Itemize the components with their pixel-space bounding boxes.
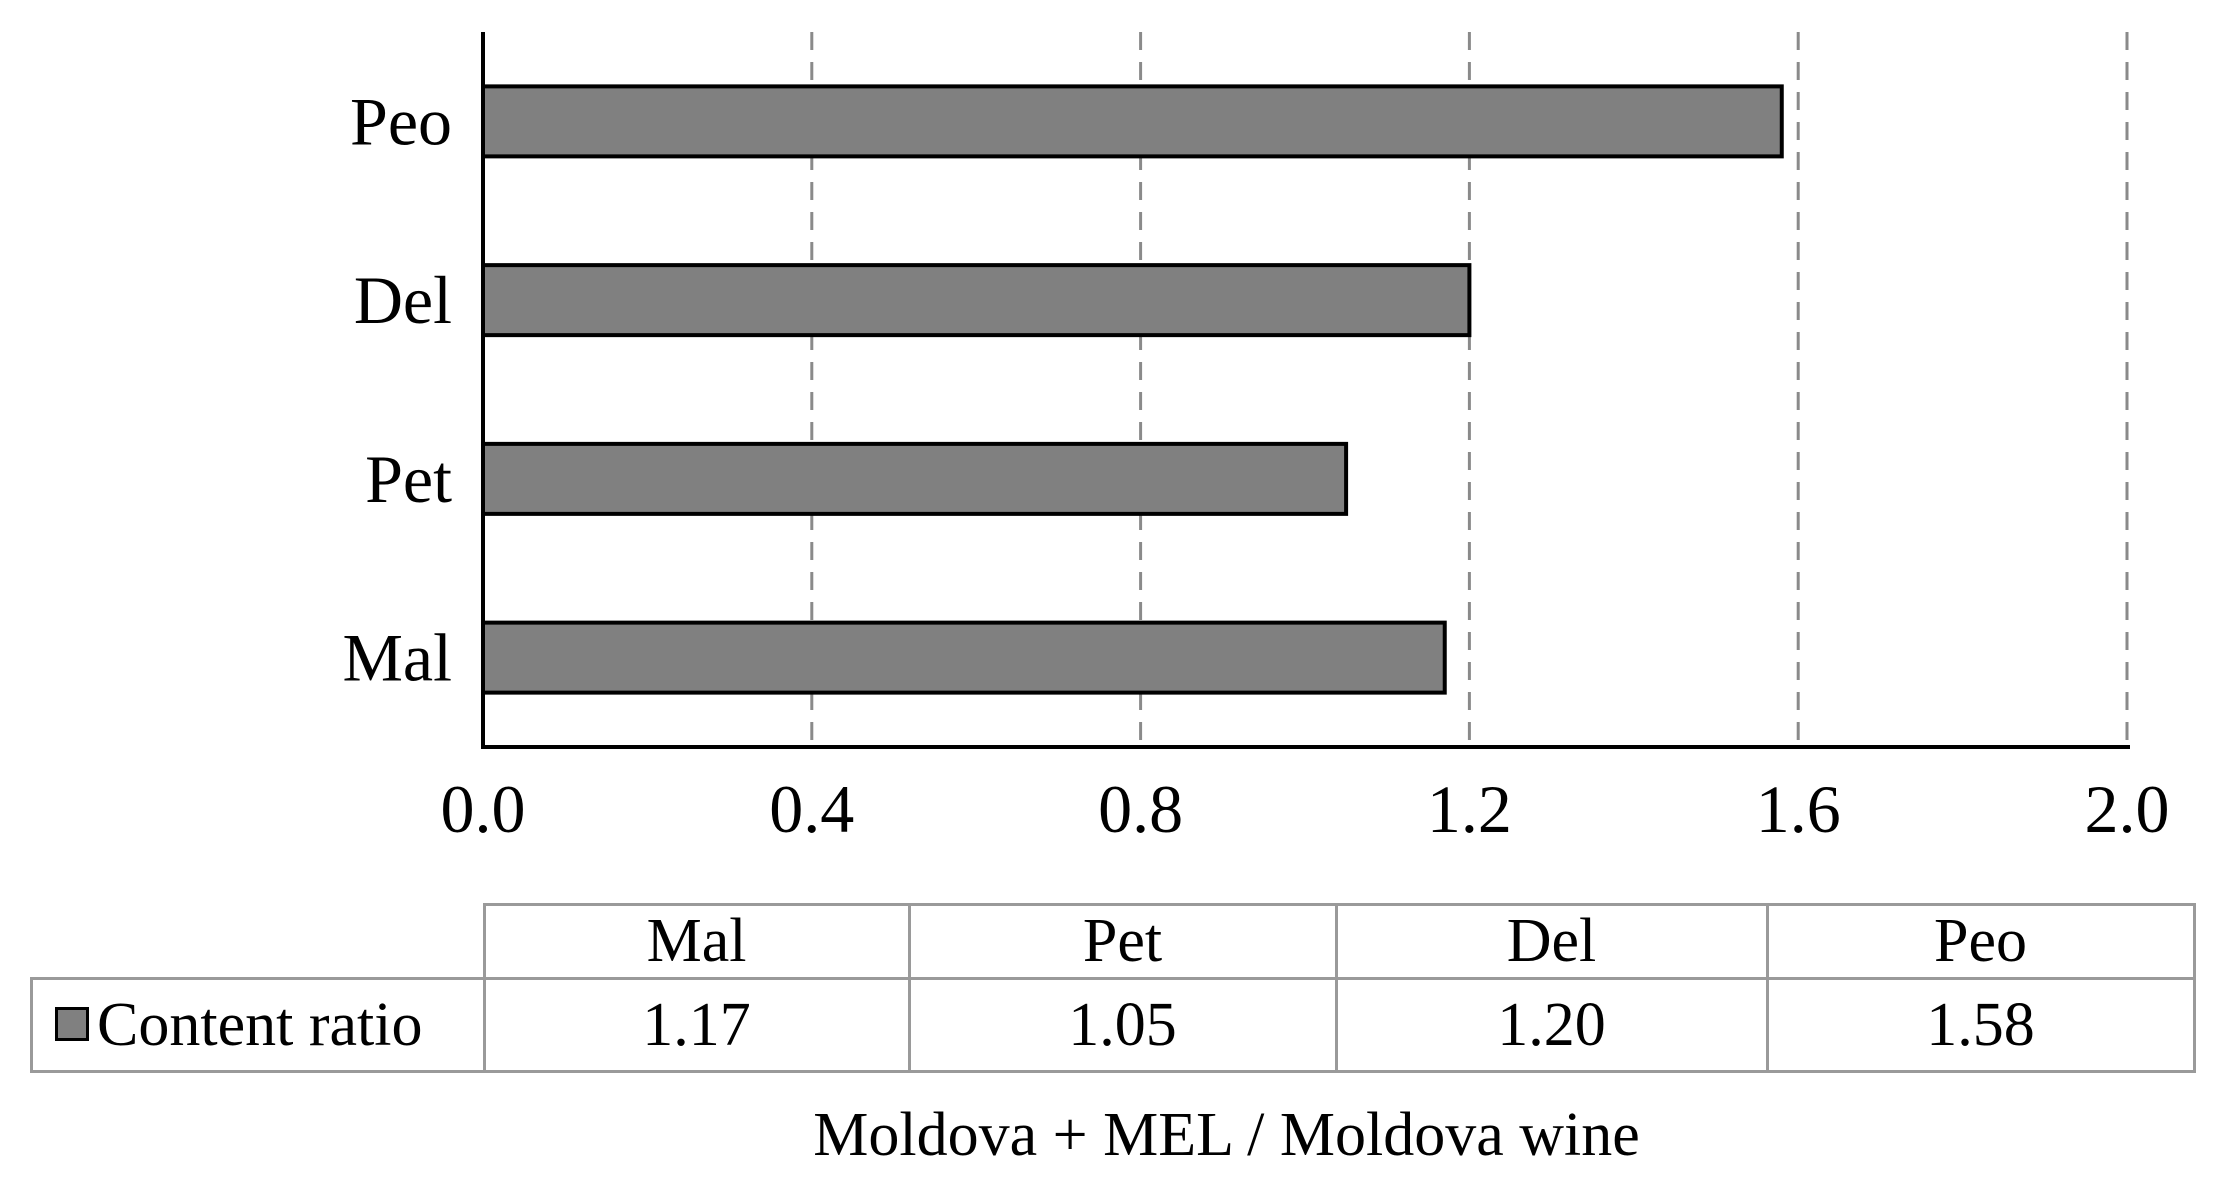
data-table-header: Peo bbox=[1765, 903, 2196, 980]
category-label: Peo bbox=[350, 83, 452, 159]
bar bbox=[481, 263, 1472, 338]
data-table-value: 1.20 bbox=[1334, 977, 1769, 1073]
bar bbox=[481, 84, 1784, 159]
bar bbox=[481, 620, 1447, 695]
data-table-header: Pet bbox=[907, 903, 1338, 980]
bar-chart: Mal Pet Del Peo 0.0 0.4 0.8 1.2 1.6 2.0 bbox=[342, 32, 2170, 847]
legend-swatch bbox=[55, 1007, 89, 1042]
data-table-header: Mal bbox=[482, 903, 911, 980]
bars bbox=[481, 84, 1784, 695]
axes bbox=[481, 32, 2130, 749]
x-axis-title-text: Moldova + MEL / Moldova wine bbox=[813, 1101, 1640, 1169]
x-tick-label: 0.0 bbox=[441, 771, 526, 847]
data-table: Mal Pet Del Peo Content ratio 1.17 1.05 … bbox=[30, 903, 2196, 1073]
data-table-value: 1.05 bbox=[907, 977, 1338, 1073]
category-label: Pet bbox=[365, 441, 452, 517]
data-table-corner bbox=[32, 905, 485, 979]
category-label: Del bbox=[354, 262, 452, 338]
x-tick-label: 0.8 bbox=[1098, 771, 1183, 847]
x-tick-label: 1.6 bbox=[1756, 771, 1841, 847]
x-tick-label: 2.0 bbox=[2085, 771, 2170, 847]
x-axis-title: Moldova + MEL / Moldova wine bbox=[0, 1100, 2213, 1171]
data-table-value-row: Content ratio 1.17 1.05 1.20 1.58 bbox=[30, 977, 2196, 1073]
data-table-value: 1.58 bbox=[1765, 977, 2196, 1073]
x-tick-label: 1.2 bbox=[1427, 771, 1512, 847]
data-table-header-row: Mal Pet Del Peo bbox=[32, 903, 2196, 980]
legend-label: Content ratio bbox=[97, 990, 423, 1059]
category-labels: Mal Pet Del Peo bbox=[342, 83, 452, 695]
x-tick-label: 0.4 bbox=[769, 771, 854, 847]
data-table-header: Del bbox=[1334, 903, 1769, 980]
category-label: Mal bbox=[342, 620, 452, 696]
legend-entry: Content ratio bbox=[30, 977, 486, 1073]
x-tick-labels: 0.0 0.4 0.8 1.2 1.6 2.0 bbox=[441, 771, 2170, 847]
data-table-value: 1.17 bbox=[482, 977, 911, 1073]
bar bbox=[481, 441, 1349, 516]
